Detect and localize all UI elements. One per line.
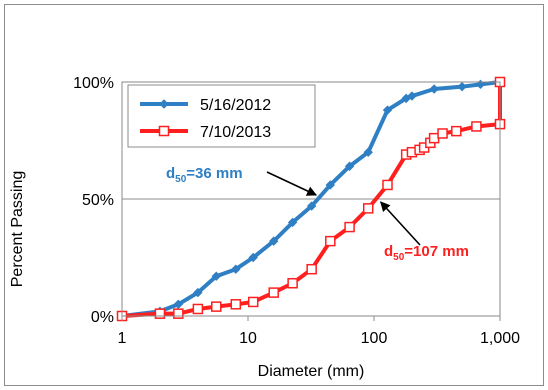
x-axis-label: Diameter (mm) [258,363,365,380]
series-layer [116,76,506,322]
data-point [211,271,221,281]
data-point [471,121,482,132]
data-point [325,180,336,190]
data-point [429,84,439,94]
y-tick-label: 50% [82,192,114,209]
annotation-label: d50=107 mm [384,243,469,263]
data-point [211,301,222,312]
data-point [362,203,374,214]
data-point [382,105,393,115]
legend-box [127,84,316,148]
data-point [363,147,373,157]
y-tick-label: 0% [91,309,114,326]
legend: 5/16/2012 7/10/2013 [127,84,316,148]
data-point [247,296,259,308]
annotation-arrow [380,201,421,246]
data-point [173,308,184,319]
data-point [428,132,440,144]
data-point [407,91,417,101]
data-point [306,263,317,275]
data-point [173,299,184,310]
legend-swatch-marker [158,125,170,137]
data-point [382,179,393,191]
data-point [437,128,448,139]
data-point [268,287,279,298]
annotation-label: d50=36 mm [166,165,243,185]
data-point [192,303,204,315]
annotation-arrow [266,171,317,196]
plot-area-border [121,81,501,317]
series-line [120,80,502,318]
x-tick-label: 1 [118,330,127,347]
y-axis-label: Percent Passing [9,171,26,288]
data-point [269,236,279,246]
x-tick-label: 100 [361,330,388,347]
y-tick-label: 100% [73,75,114,92]
data-point [230,299,242,310]
data-point [248,252,258,263]
data-point [287,217,298,228]
x-tick-label: 10 [239,330,257,347]
data-point [344,221,355,233]
data-point [451,125,462,137]
legend-label: 7/10/2013 [200,124,271,141]
axis-layer: 0% 50% 100% 1 10 100 1,000 [73,75,520,347]
chart-frame [4,4,544,386]
legend-label: 5/16/2012 [200,97,271,114]
data-point [325,235,336,247]
data-point [457,81,467,92]
annotation-layer: d50=36 mm d50=107 mm [166,165,469,263]
data-point [154,308,166,319]
data-point [287,277,298,289]
data-point [344,161,355,171]
legend-swatch-marker [159,99,169,109]
data-point [231,264,241,274]
data-point [306,201,317,211]
data-point [193,287,203,298]
x-tick-label: 1,000 [480,330,520,347]
